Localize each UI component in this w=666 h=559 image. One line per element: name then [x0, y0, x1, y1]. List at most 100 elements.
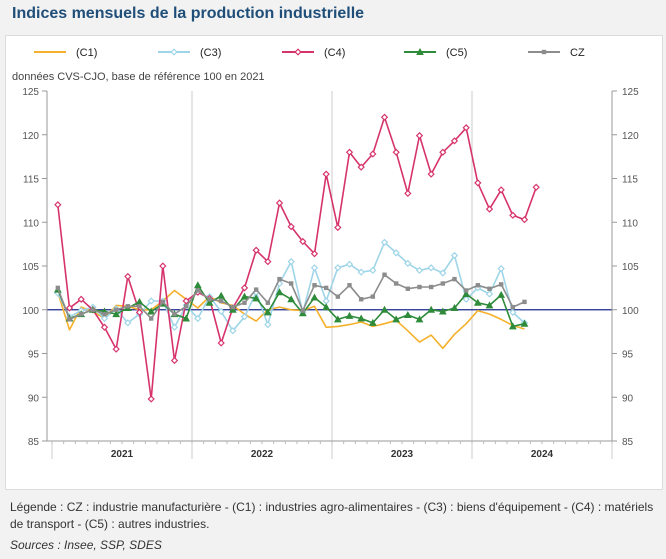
data-point: [334, 223, 342, 232]
sources-note: Sources : Insee, SSP, SDES: [10, 538, 162, 552]
x-tick-label: 2023: [391, 449, 414, 460]
data-point: [541, 49, 547, 55]
data-point: [380, 305, 389, 313]
y-tick-label-left: 85: [28, 437, 40, 448]
data-point: [463, 288, 469, 293]
y-tick-label-right: 105: [622, 262, 639, 273]
data-point: [417, 284, 422, 290]
legend-note: Légende : CZ : industrie manufacturière …: [10, 500, 654, 531]
data-point: [228, 305, 237, 313]
data-point: [170, 48, 178, 56]
y-tick-label-left: 125: [22, 87, 39, 98]
data-point: [294, 48, 302, 56]
y-tick-label-right: 115: [622, 175, 638, 186]
data-point: [322, 303, 331, 311]
line-chart: (C1) (C3) (C4) (C5) CZ données CVS-CJO, base…: [12, 47, 639, 460]
data-point: [312, 283, 317, 288]
y-tick-label-right: 90: [622, 393, 634, 404]
data-point: [182, 297, 190, 305]
data-point: [510, 304, 516, 310]
data-point: [487, 286, 492, 291]
data-point: [300, 308, 306, 313]
data-point: [67, 317, 72, 322]
legend-item: (C5): [404, 47, 467, 59]
data-point: [368, 318, 377, 326]
data-point: [357, 163, 365, 171]
data-point: [357, 268, 365, 276]
data-point: [475, 283, 481, 288]
x-tick-label: 2024: [531, 449, 554, 460]
y-tick-label-left: 115: [23, 175, 39, 186]
data-point: [287, 222, 295, 231]
data-point: [450, 137, 459, 145]
data-point: [100, 323, 109, 331]
chart-panel: (C1) (C3) (C4) (C5) CZ données CVS-CJO, base…: [5, 35, 663, 490]
data-point: [159, 262, 167, 270]
data-point: [217, 307, 225, 316]
data-point: [427, 170, 435, 178]
data-point: [217, 291, 226, 299]
y-tick-label-right: 95: [622, 350, 634, 361]
data-point: [345, 311, 354, 319]
data-point: [404, 189, 412, 198]
chart-series: [53, 113, 540, 403]
data-point: [428, 284, 434, 290]
data-point: [124, 272, 132, 281]
data-point: [113, 307, 119, 312]
data-point: [287, 295, 296, 303]
data-point: [217, 339, 225, 347]
data-point: [207, 297, 212, 302]
data-point: [440, 281, 446, 286]
data-point: [393, 281, 399, 286]
data-point: [147, 297, 155, 305]
data-point: [275, 288, 284, 296]
chart-subtitle: données CVS-CJO, base de référence 100 e…: [12, 71, 265, 83]
data-point: [497, 186, 505, 194]
data-point: [462, 295, 470, 303]
data-point: [263, 308, 272, 316]
data-point: [427, 264, 435, 272]
data-point: [65, 304, 74, 312]
data-point: [218, 298, 224, 304]
page-title: Indices mensuels de la production indust…: [12, 5, 365, 22]
legend-label: (C3): [200, 47, 221, 59]
data-point: [427, 305, 436, 313]
data-point: [380, 113, 389, 121]
data-point: [335, 294, 341, 299]
data-point: [450, 251, 459, 260]
x-tick-label: 2022: [251, 449, 274, 460]
data-point: [392, 315, 401, 323]
data-point: [135, 297, 144, 305]
data-point: [54, 201, 62, 209]
y-tick-label-right: 110: [622, 218, 638, 229]
data-point: [405, 286, 411, 291]
data-point: [288, 281, 294, 286]
data-point: [498, 282, 504, 287]
data-point: [404, 259, 412, 268]
data-point: [439, 148, 447, 156]
data-point: [264, 257, 272, 266]
series-cz: [55, 272, 527, 322]
data-point: [369, 150, 377, 158]
data-point: [347, 283, 352, 288]
data-point: [334, 264, 342, 272]
data-point: [240, 313, 249, 321]
legend-label: (C4): [324, 47, 345, 59]
data-point: [124, 319, 132, 327]
data-point: [522, 299, 527, 305]
data-point: [253, 287, 259, 292]
series-line: [57, 116, 537, 400]
y-tick-label-right: 100: [622, 306, 639, 317]
data-point: [439, 269, 447, 277]
data-point: [392, 148, 400, 156]
y-tick-label-left: 95: [28, 350, 40, 361]
legend-label: (C1): [76, 47, 97, 59]
data-point: [357, 314, 366, 322]
data-point: [310, 250, 319, 258]
y-tick-label-right: 125: [622, 87, 639, 98]
data-point: [148, 316, 154, 321]
data-point: [194, 314, 202, 323]
data-point: [170, 323, 179, 331]
data-point: [170, 356, 179, 365]
data-point: [183, 304, 189, 309]
